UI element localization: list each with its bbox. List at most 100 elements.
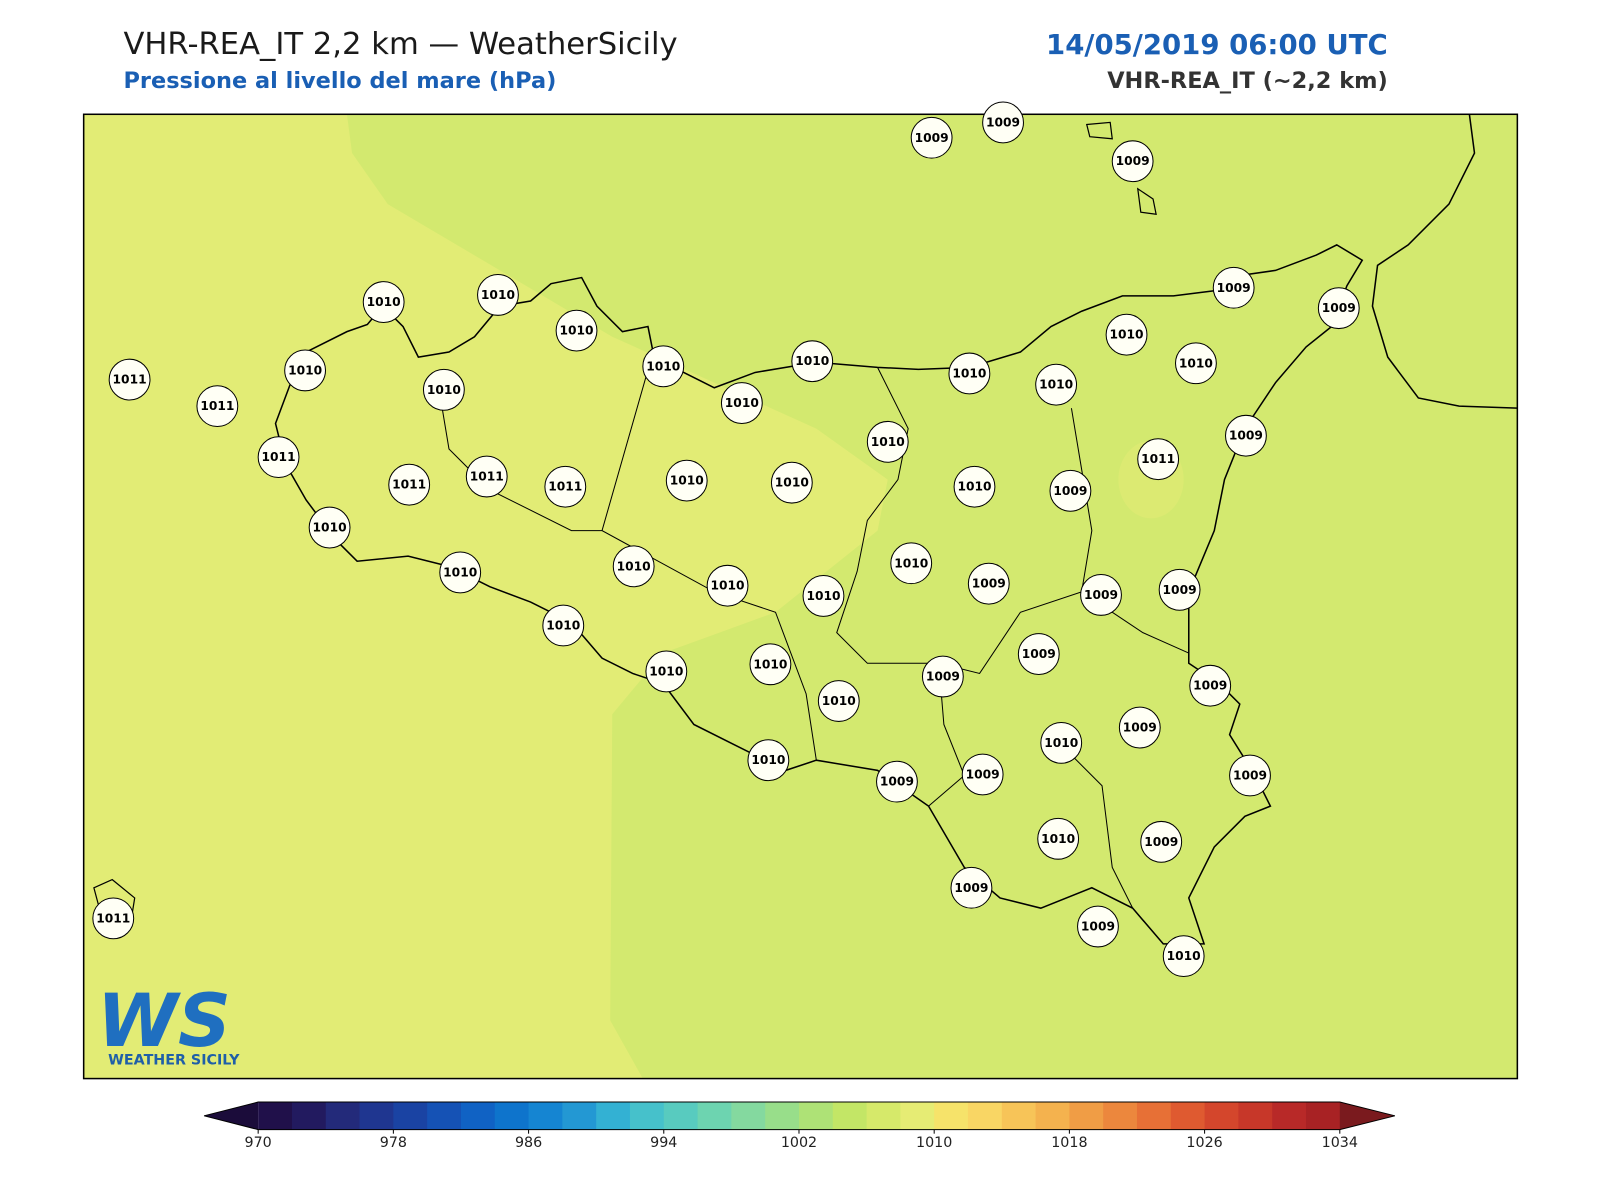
datetime: 14/05/2019 06:00 UTC [1046, 29, 1388, 61]
colorbar-bin [1305, 1102, 1341, 1130]
station-marker [465, 455, 508, 498]
station-label: 1010 [1041, 832, 1075, 846]
colorbar-bin [1204, 1102, 1239, 1130]
station-marker [921, 655, 964, 698]
colorbar-bin [1170, 1102, 1206, 1130]
station-label: 1009 [1084, 588, 1118, 602]
station-label: 1009 [954, 881, 988, 895]
coastline [274, 244, 1364, 945]
colorbar-bin [731, 1102, 766, 1130]
station-label: 1010 [617, 559, 651, 573]
colorbar-bin [967, 1102, 1003, 1130]
station-label: 1010 [894, 556, 928, 570]
station-label: 1011 [392, 478, 426, 492]
colorbar-tick-label: 1018 [1051, 1135, 1087, 1151]
colorbar-bin [258, 1102, 293, 1130]
station-label: 1009 [972, 577, 1006, 591]
station-label: 1009 [1144, 835, 1178, 849]
station-label: 1010 [725, 396, 759, 410]
station-label: 1011 [262, 450, 296, 464]
colorbar-bin [1103, 1102, 1138, 1130]
station-marker [196, 385, 239, 428]
logo-mark: WS [97, 979, 231, 1064]
colorbar-tick-label: 986 [515, 1135, 542, 1151]
colorbar-bin [1136, 1102, 1172, 1130]
station-label: 1009 [1193, 679, 1227, 693]
colorbar-over [1339, 1102, 1395, 1130]
station-marker [953, 465, 996, 508]
field-west [83, 114, 888, 1079]
station-label: 1009 [966, 767, 1000, 781]
colorbar-bin [798, 1102, 834, 1130]
colorbar-bin [629, 1102, 665, 1130]
station-label: 1010 [751, 753, 785, 767]
station-marker [422, 368, 465, 411]
station-label: 1009 [880, 775, 914, 789]
colorbar-bin [325, 1102, 361, 1130]
station-marker [1175, 342, 1217, 385]
station-marker [747, 739, 790, 782]
station-marker [950, 866, 993, 909]
station-label: 1010 [427, 383, 461, 397]
station-label: 1010 [481, 288, 515, 302]
station-label: 1010 [288, 363, 322, 377]
station-label: 1010 [646, 359, 680, 373]
colorbar-bin [291, 1102, 327, 1130]
station-marker [802, 575, 845, 617]
station-marker [308, 506, 351, 549]
station-marker [665, 459, 708, 502]
station-label: 1010 [443, 565, 477, 579]
colorbar-bin [697, 1102, 732, 1130]
station-label: 1009 [1053, 484, 1087, 498]
colorbar-bin [494, 1102, 530, 1130]
station-label: 1011 [470, 470, 504, 484]
station-marker [645, 650, 688, 693]
station-marker [1017, 633, 1060, 675]
station-label: 1010 [1109, 328, 1143, 342]
colorbar-bin [1272, 1102, 1307, 1130]
colorbar-bin [832, 1102, 868, 1130]
station-marker [866, 420, 909, 463]
station-label: 1010 [1167, 949, 1201, 963]
colorbar-bin [393, 1102, 428, 1130]
station-marker [1162, 935, 1205, 978]
station-label: 1010 [559, 324, 593, 338]
station-marker [1118, 706, 1161, 749]
station-marker [257, 436, 300, 479]
station-label: 1010 [711, 579, 745, 593]
map: 1009 1009 1009 1009 1009 1010 1010 1010 1010 1010… [82, 101, 1519, 1080]
station-marker [1317, 287, 1360, 330]
colorbar-tick-label: 1034 [1322, 1135, 1358, 1151]
station-label: 1010 [822, 694, 856, 708]
colorbar-bin [460, 1102, 496, 1130]
colorbar-bin [934, 1102, 969, 1130]
station-marker [1225, 414, 1267, 457]
station-marker [1105, 313, 1148, 356]
station-marker [948, 352, 991, 395]
colorbar-tick-label: 978 [380, 1135, 407, 1151]
station-label: 1010 [1044, 736, 1078, 750]
station-marker [720, 382, 763, 424]
station-marker [706, 564, 749, 607]
station-marker [542, 604, 585, 647]
station-label: 1010 [957, 480, 991, 494]
station-label: 1010 [1039, 378, 1073, 392]
station-marker [910, 116, 953, 159]
logo: WS WEATHER SICILY [97, 979, 240, 1068]
colorbar-bin [1001, 1102, 1037, 1130]
station-label: 1009 [986, 115, 1020, 129]
station-marker [967, 562, 1010, 605]
station-marker [1037, 817, 1080, 860]
station-label: 1009 [1116, 154, 1150, 168]
station-label: 1010 [952, 366, 986, 380]
station-label: 1009 [1163, 583, 1197, 597]
station-marker [544, 465, 587, 508]
colorbar-bin [866, 1102, 901, 1130]
station-label: 1010 [1179, 356, 1213, 370]
station-marker [612, 545, 655, 588]
station-label: 1010 [775, 476, 809, 490]
colorbar-bin [562, 1102, 597, 1130]
station-marker [439, 551, 482, 594]
station-label: 1009 [1217, 281, 1251, 295]
